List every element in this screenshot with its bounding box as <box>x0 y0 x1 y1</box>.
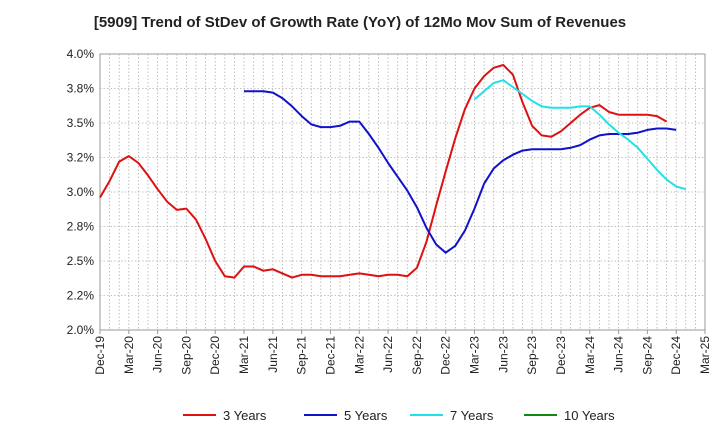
series-line-5-years <box>244 90 677 254</box>
x-tick-label: Sep-24 <box>640 336 654 375</box>
x-tick-label: Sep-20 <box>179 336 193 375</box>
chart-title: [5909] Trend of StDev of Growth Rate (Yo… <box>93 14 627 31</box>
series-line-7-years <box>473 79 687 191</box>
legend-label: 7 Years <box>450 408 494 423</box>
legend-label: 5 Years <box>344 408 388 423</box>
y-tick-label: 3.5% <box>67 116 95 130</box>
x-tick-label: Mar-23 <box>468 336 482 374</box>
grid <box>99 53 706 331</box>
x-tick-label: Mar-25 <box>698 336 712 374</box>
x-tick-label: Dec-21 <box>323 336 337 375</box>
legend: 3 Years 5 Years 7 Years 10 Years <box>183 408 615 423</box>
x-tick-label: Dec-24 <box>669 336 683 375</box>
x-tick-label: Mar-22 <box>352 336 366 374</box>
x-tick-label: Mar-21 <box>237 336 251 374</box>
x-tick-label: Sep-21 <box>295 336 309 375</box>
x-tick-label: Dec-22 <box>439 336 453 375</box>
x-tick-label: Jun-24 <box>612 336 626 373</box>
x-tick-label: Jun-20 <box>151 336 165 373</box>
x-tick-label: Sep-22 <box>410 336 424 375</box>
y-tick-label: 3.8% <box>67 82 95 96</box>
series-lines <box>99 64 687 279</box>
x-tick-label: Dec-20 <box>208 336 222 375</box>
y-tick-label: 2.0% <box>67 323 95 337</box>
x-tick-label: Mar-20 <box>122 336 136 374</box>
y-tick-label: 3.2% <box>67 151 95 165</box>
x-tick-label: Sep-23 <box>525 336 539 375</box>
series-line-3-years <box>99 64 668 279</box>
x-tick-label: Jun-21 <box>266 336 280 373</box>
y-tick-label: 3.0% <box>67 185 95 199</box>
axes: 2.0% 2.2% 2.5% 2.8% 3.0% 3.2% 3.5% 3.8% 4.0% Dec-… <box>67 47 712 375</box>
x-tick-label: Mar-24 <box>583 336 597 374</box>
legend-label: 3 Years <box>223 408 267 423</box>
y-tick-label: 4.0% <box>67 47 95 61</box>
y-tick-label: 2.8% <box>67 220 95 234</box>
x-tick-label: Dec-19 <box>93 336 107 375</box>
x-tick-label: Dec-23 <box>554 336 568 375</box>
y-tick-label: 2.2% <box>67 289 95 303</box>
x-tick-label: Jun-23 <box>496 336 510 373</box>
x-tick-label: Jun-22 <box>381 336 395 373</box>
y-tick-label: 2.5% <box>67 254 95 268</box>
legend-label: 10 Years <box>564 408 615 423</box>
